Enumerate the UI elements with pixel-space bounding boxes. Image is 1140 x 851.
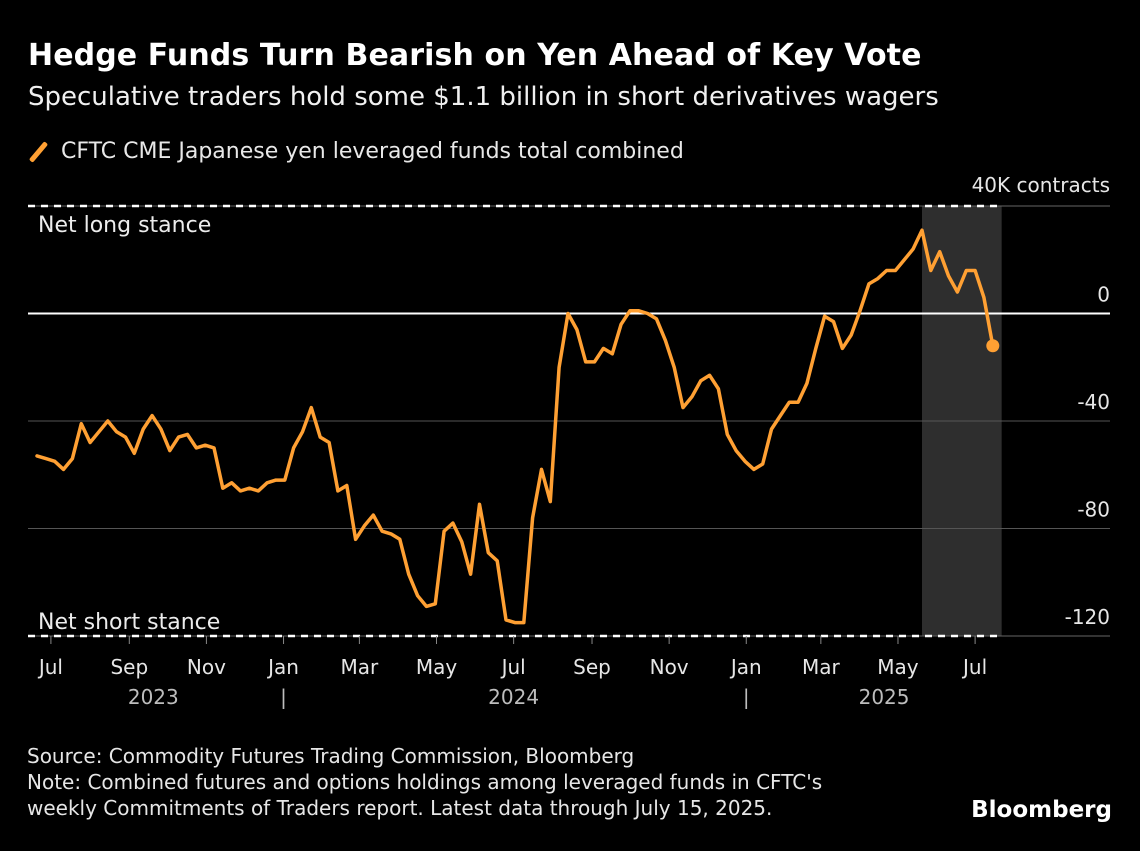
y-tick-label: -80 (1077, 498, 1110, 522)
x-tick-label: Nov (187, 655, 226, 679)
x-tick-label: Jul (961, 655, 987, 679)
x-tick-label: Jul (500, 655, 526, 679)
x-tick-label: May (877, 655, 919, 679)
x-tick-label: Mar (341, 655, 380, 679)
chart-title: Hedge Funds Turn Bearish on Yen Ahead of… (28, 38, 922, 73)
y-tick-label: 40K contracts (972, 173, 1110, 197)
year-separator: | (743, 685, 750, 709)
footer: Source: Commodity Futures Trading Commis… (27, 743, 822, 821)
x-tick-label: Jan (266, 655, 299, 679)
year-label: 2025 (859, 685, 910, 709)
x-tick-label: Sep (573, 655, 611, 679)
x-tick-label: Jan (729, 655, 762, 679)
year-separator: | (280, 685, 287, 709)
latest-point-marker (986, 339, 1000, 353)
data-note-line-1: Note: Combined futures and options holdi… (27, 770, 823, 794)
net-short-label: Net short stance (38, 610, 220, 635)
source-note: Source: Commodity Futures Trading Commis… (27, 744, 635, 768)
year-label: 2023 (128, 685, 179, 709)
y-tick-label: -40 (1077, 390, 1110, 414)
chart-subtitle: Speculative traders hold some $1.1 billi… (28, 82, 939, 112)
y-tick-label: 0 (1097, 283, 1110, 307)
x-tick-label: Mar (802, 655, 841, 679)
x-tick-label: May (416, 655, 458, 679)
legend-label: CFTC CME Japanese yen leveraged funds to… (61, 139, 684, 164)
x-tick-label: Sep (110, 655, 148, 679)
net-long-label: Net long stance (38, 213, 211, 238)
legend: CFTC CME Japanese yen leveraged funds to… (28, 139, 684, 164)
bloomberg-logo: Bloomberg (971, 797, 1112, 823)
x-tick-label: Nov (650, 655, 689, 679)
year-label: 2024 (488, 685, 539, 709)
data-note-line-2: weekly Commitments of Traders report. La… (27, 796, 773, 820)
series-line (35, 228, 995, 625)
y-tick-label: -120 (1065, 605, 1110, 629)
x-tick-label: Jul (37, 655, 63, 679)
